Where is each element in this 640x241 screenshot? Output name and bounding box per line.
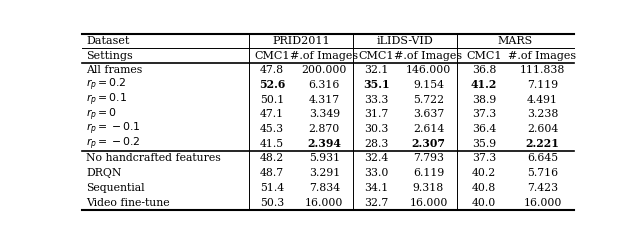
Text: 50.3: 50.3 (260, 198, 284, 208)
Text: $r_p = 0.1$: $r_p = 0.1$ (86, 92, 128, 108)
Text: DRQN: DRQN (86, 168, 122, 178)
Text: 111.838: 111.838 (520, 65, 565, 75)
Text: 31.7: 31.7 (364, 109, 388, 119)
Text: 2.394: 2.394 (307, 138, 341, 149)
Text: 16.000: 16.000 (409, 198, 447, 208)
Text: 40.8: 40.8 (472, 183, 497, 193)
Text: 50.1: 50.1 (260, 95, 284, 105)
Text: 35.1: 35.1 (363, 80, 390, 90)
Text: 48.7: 48.7 (260, 168, 284, 178)
Text: Dataset: Dataset (86, 36, 130, 46)
Text: 37.3: 37.3 (472, 109, 497, 119)
Text: 47.8: 47.8 (260, 65, 284, 75)
Text: 4.491: 4.491 (527, 95, 558, 105)
Text: 40.0: 40.0 (472, 198, 497, 208)
Text: Video fine-tune: Video fine-tune (86, 198, 170, 208)
Text: 4.317: 4.317 (308, 95, 340, 105)
Text: 33.3: 33.3 (364, 95, 388, 105)
Text: 33.0: 33.0 (364, 168, 388, 178)
Text: CMC1: CMC1 (467, 51, 502, 60)
Text: 32.1: 32.1 (364, 65, 388, 75)
Text: 7.423: 7.423 (527, 183, 558, 193)
Text: 6.645: 6.645 (527, 154, 558, 163)
Text: #.of Images: #.of Images (290, 51, 358, 60)
Text: 45.3: 45.3 (260, 124, 284, 134)
Text: 7.834: 7.834 (308, 183, 340, 193)
Text: No handcrafted features: No handcrafted features (86, 154, 221, 163)
Text: 2.604: 2.604 (527, 124, 558, 134)
Text: 7.793: 7.793 (413, 154, 444, 163)
Text: 34.1: 34.1 (364, 183, 388, 193)
Text: 36.4: 36.4 (472, 124, 497, 134)
Text: Sequential: Sequential (86, 183, 145, 193)
Text: 2.870: 2.870 (308, 124, 340, 134)
Text: 36.8: 36.8 (472, 65, 497, 75)
Text: 40.2: 40.2 (472, 168, 497, 178)
Text: $r_p = -0.2$: $r_p = -0.2$ (86, 135, 140, 152)
Text: 3.349: 3.349 (308, 109, 340, 119)
Text: 16.000: 16.000 (305, 198, 344, 208)
Text: 37.3: 37.3 (472, 154, 497, 163)
Text: 5.931: 5.931 (308, 154, 340, 163)
Text: 9.154: 9.154 (413, 80, 444, 90)
Text: $r_p = 0.2$: $r_p = 0.2$ (86, 77, 127, 93)
Text: 2.307: 2.307 (412, 138, 445, 149)
Text: 146.000: 146.000 (406, 65, 451, 75)
Text: 52.6: 52.6 (259, 80, 285, 90)
Text: 7.119: 7.119 (527, 80, 558, 90)
Text: 48.2: 48.2 (260, 154, 284, 163)
Text: All frames: All frames (86, 65, 143, 75)
Text: 41.5: 41.5 (260, 139, 284, 149)
Text: PRID2011: PRID2011 (272, 36, 330, 46)
Text: $r_p = -0.1$: $r_p = -0.1$ (86, 121, 141, 137)
Text: 51.4: 51.4 (260, 183, 284, 193)
Text: 6.119: 6.119 (413, 168, 444, 178)
Text: 16.000: 16.000 (524, 198, 562, 208)
Text: 200.000: 200.000 (301, 65, 347, 75)
Text: 32.7: 32.7 (364, 198, 388, 208)
Text: 3.238: 3.238 (527, 109, 558, 119)
Text: #.of Images: #.of Images (508, 51, 577, 60)
Text: #.of Images: #.of Images (394, 51, 463, 60)
Text: MARS: MARS (498, 36, 533, 46)
Text: CMC1: CMC1 (255, 51, 290, 60)
Text: Settings: Settings (86, 51, 133, 60)
Text: iLIDS-VID: iLIDS-VID (376, 36, 433, 46)
Text: 9.318: 9.318 (413, 183, 444, 193)
Text: 5.716: 5.716 (527, 168, 558, 178)
Text: 3.291: 3.291 (308, 168, 340, 178)
Text: 2.221: 2.221 (525, 138, 559, 149)
Text: 2.614: 2.614 (413, 124, 444, 134)
Text: 30.3: 30.3 (364, 124, 388, 134)
Text: 41.2: 41.2 (471, 80, 497, 90)
Text: 38.9: 38.9 (472, 95, 497, 105)
Text: 5.722: 5.722 (413, 95, 444, 105)
Text: 3.637: 3.637 (413, 109, 444, 119)
Text: 6.316: 6.316 (308, 80, 340, 90)
Text: 35.9: 35.9 (472, 139, 496, 149)
Text: CMC1: CMC1 (358, 51, 394, 60)
Text: 32.4: 32.4 (364, 154, 388, 163)
Text: $r_p = 0$: $r_p = 0$ (86, 106, 118, 123)
Text: 28.3: 28.3 (364, 139, 388, 149)
Text: 47.1: 47.1 (260, 109, 284, 119)
